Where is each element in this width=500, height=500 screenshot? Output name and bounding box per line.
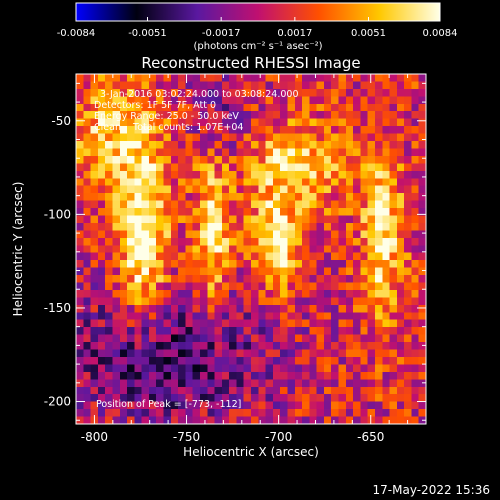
y-axis-label: Heliocentric Y (arcsec) [11,182,25,317]
info-detectors: Detectors: 1F 5F 7F, Att 0 [94,100,216,111]
colorbar-strip [75,2,441,22]
y-tick-label: -150 [44,301,71,315]
info-time-range: 3-Jan-2016 03:02:24.000 to 03:08:24.000 [100,89,298,100]
colorbar-tick-label: -0.0084 [57,28,96,39]
colorbar-tick-label: 0.0017 [277,28,312,39]
plot-frame [75,73,427,425]
x-axis-label: Heliocentric X (arcsec) [183,445,319,459]
colorbar-tick-label: 0.0051 [351,28,386,39]
peak-position-label: Position of Peak = [-773, -112] [96,399,241,410]
plot-area: -800 -750 -700 -650 -50 -100 -150 -200 [44,73,427,444]
observation-info: 3-Jan-2016 03:02:24.000 to 03:08:24.000 … [94,89,298,410]
info-clean-counts: Clean Total counts: 1.07E+04 [94,122,243,133]
x-tick-label: -800 [81,430,108,444]
colorbar-tick-label: 0.0084 [423,28,458,39]
plot-ticks: -800 -750 -700 -650 -50 -100 -150 -200 [44,74,427,444]
x-tick-label: -650 [357,430,384,444]
heatmap-image [76,74,426,424]
x-tick-label: -750 [173,430,200,444]
info-energy-range: Energy Range: 25.0 - 50.0 keV [94,111,239,122]
y-tick-label: -50 [51,114,71,128]
colorbar-tick-label: -0.0051 [128,28,167,39]
colorbar-ticks: -0.0084 -0.0051 -0.0017 0.0017 0.0051 0.0084 [57,17,458,39]
colorbar-tick-label: -0.0017 [202,28,241,39]
y-tick-label: -200 [44,395,71,409]
x-tick-label: -700 [265,430,292,444]
colorbar: -0.0084 -0.0051 -0.0017 0.0017 0.0051 0.0084 … [57,2,458,52]
timestamp: 17-May-2022 15:36 [373,483,490,497]
colorbar-units: (photons cm⁻² s⁻¹ asec⁻²) [193,41,322,52]
y-tick-label: -100 [44,207,71,221]
chart-title: Reconstructed RHESSI Image [141,54,360,72]
